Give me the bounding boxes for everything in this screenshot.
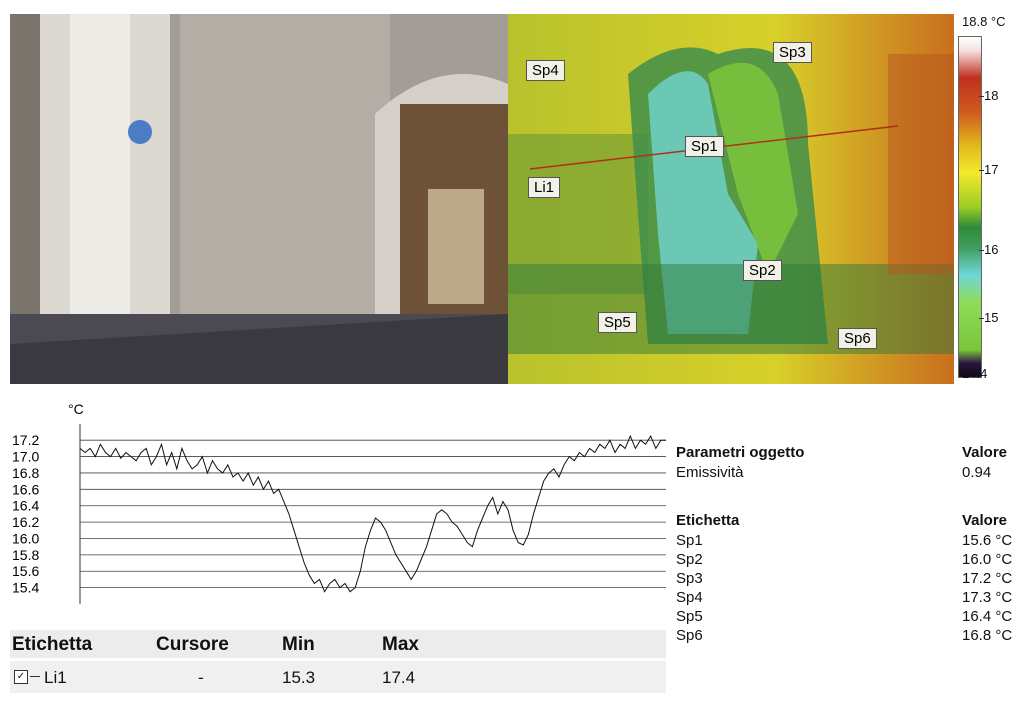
- visible-photo: [10, 14, 508, 384]
- label-row-sp2-name: Sp2: [676, 551, 703, 568]
- y-tick-label: 16.0: [12, 530, 39, 546]
- label-row-sp6-name: Sp6: [676, 627, 703, 644]
- params-title: Parametri oggetto: [676, 444, 805, 461]
- label-row-sp4-name: Sp4: [676, 589, 703, 606]
- marker-sp1: Sp1: [685, 136, 724, 157]
- scale-max-label: 18.8 °C: [962, 14, 1006, 29]
- row-cursor: -: [198, 668, 204, 687]
- row-checkbox[interactable]: ✓: [14, 670, 28, 684]
- label-row-sp1-value: 15.6 °C: [962, 532, 1013, 549]
- marker-sp5: Sp5: [598, 312, 637, 333]
- label-row-sp1-name: Sp1: [676, 532, 703, 549]
- marker-sp4: Sp4: [526, 60, 565, 81]
- row-label: Li1: [44, 668, 67, 687]
- header-max: Max: [382, 634, 419, 655]
- scale-tick-15: 15: [978, 310, 999, 325]
- label-row-sp5-value: 16.4 °C: [962, 608, 1013, 625]
- series-line-li1: [79, 434, 666, 593]
- y-tick-label: 16.2: [12, 514, 39, 530]
- labels-title: Etichetta: [676, 512, 740, 529]
- y-tick-label: 15.6: [12, 563, 39, 579]
- label-row-sp3-value: 17.2 °C: [962, 570, 1013, 587]
- emissivity-label: Emissività: [676, 464, 744, 481]
- marker-li1: Li1: [528, 177, 561, 198]
- color-scale-bar: [958, 36, 982, 378]
- scale-min-label: 14.4: [962, 366, 988, 381]
- labels-value-header: Valore: [962, 512, 1008, 529]
- row-min: 15.3: [282, 668, 316, 687]
- y-axis-unit-label: °C: [68, 401, 84, 417]
- visible-photo-drawing: [10, 14, 508, 384]
- y-tick-label: 17.2: [12, 432, 39, 448]
- label-row-sp5-name: Sp5: [676, 608, 703, 625]
- line-profile-chart: °C 17.2 17.0 16.8 16.6 16.4 16.2 16.0 15.8 15.6 15…: [10, 398, 670, 628]
- label-row-sp6-value: 16.8 °C: [962, 627, 1013, 644]
- table-header: Etichetta Cursore Min Max: [10, 630, 666, 658]
- temperature-scale: 18.8 °C 18 17 16 15 14.4: [956, 14, 1026, 394]
- label-row-sp4-value: 17.3 °C: [962, 589, 1013, 606]
- scale-tick-17: 17: [978, 162, 999, 177]
- y-tick-label: 17.0: [12, 449, 39, 465]
- thermal-drawing: [508, 14, 954, 384]
- y-tick-label: 16.8: [12, 465, 39, 481]
- y-tick-label: 15.8: [12, 547, 39, 563]
- line-legend-swatch: [30, 676, 40, 677]
- marker-sp3: Sp3: [773, 42, 812, 63]
- emissivity-value: 0.94: [962, 464, 992, 481]
- label-row-sp2-value: 16.0 °C: [962, 551, 1013, 568]
- marker-sp2: Sp2: [743, 260, 782, 281]
- y-tick-label: 15.4: [12, 580, 39, 596]
- y-tick-label: 16.6: [12, 481, 39, 497]
- header-cursore: Cursore: [156, 634, 229, 655]
- marker-sp6: Sp6: [838, 328, 877, 349]
- scale-tick-18: 18: [978, 88, 999, 103]
- thermal-image: Sp4 Sp3 Sp1 Li1 Sp2 Sp5 Sp6: [508, 14, 954, 384]
- line-profile-svg: °C 17.217.016.816.616.416.216.015.815.615…: [12, 401, 666, 604]
- params-value-header: Valore: [962, 444, 1008, 461]
- header-min: Min: [282, 634, 315, 655]
- table-row[interactable]: ✓ Li1 - 15.3 17.4: [10, 661, 666, 693]
- scale-tick-16: 16: [978, 242, 999, 257]
- row-max: 17.4: [382, 668, 416, 687]
- label-row-sp3-name: Sp3: [676, 570, 703, 587]
- y-tick-label: 16.4: [12, 498, 39, 514]
- header-etichetta: Etichetta: [12, 634, 93, 655]
